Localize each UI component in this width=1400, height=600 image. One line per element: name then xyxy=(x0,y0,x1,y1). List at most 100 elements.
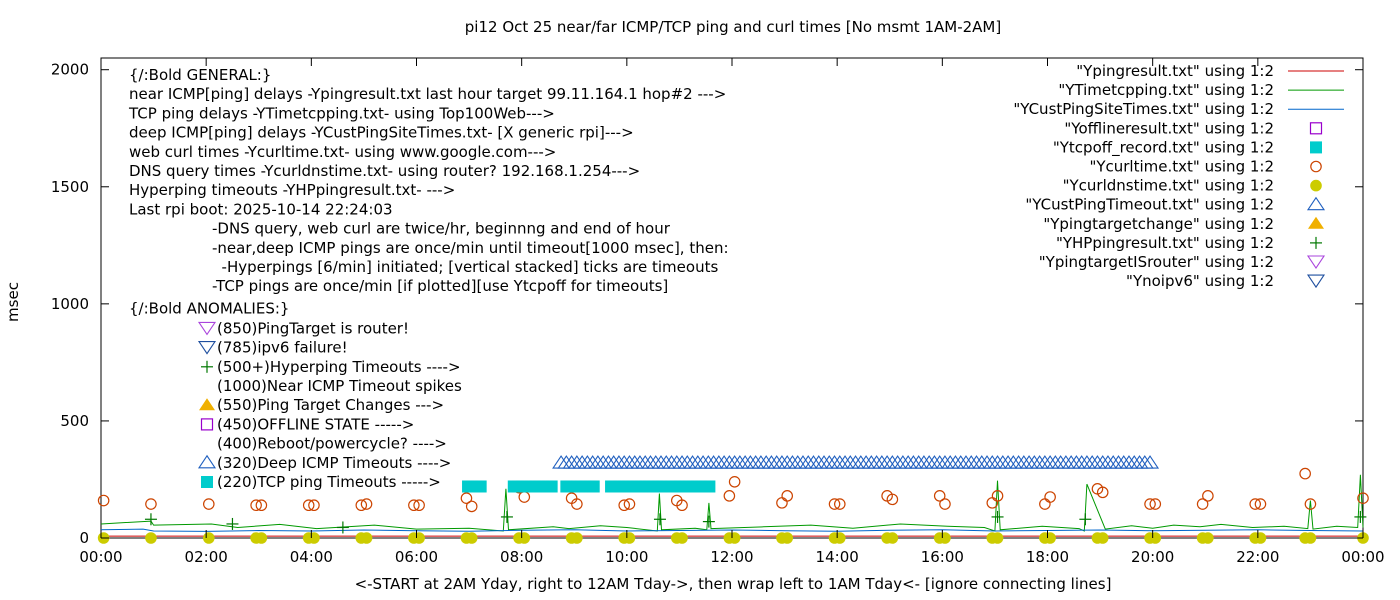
data-point xyxy=(1104,455,1123,469)
data-point xyxy=(702,515,715,528)
data-point xyxy=(972,455,991,469)
annotation-note: -TCP pings are once/min [if plotted][use… xyxy=(212,277,668,295)
x-tick-label: 08:00 xyxy=(500,548,543,566)
data-point xyxy=(1083,455,1102,469)
data-point xyxy=(878,455,897,469)
chart-title: pi12 Oct 25 near/far ICMP/TCP ping and c… xyxy=(465,18,1001,36)
data-point xyxy=(1030,455,1049,469)
data-point xyxy=(567,455,586,469)
x-tick-label: 04:00 xyxy=(290,548,333,566)
data-point xyxy=(557,455,576,469)
data-point xyxy=(828,498,841,510)
series-line xyxy=(100,528,1364,532)
data-point xyxy=(804,455,823,469)
data-point xyxy=(1044,532,1056,544)
data-point xyxy=(991,490,1004,502)
legend-symbol xyxy=(1306,274,1326,289)
anomaly-text: (785)ipv6 failure! xyxy=(217,339,348,357)
annotation-line: Hyperping timeouts -YHPpingresult.txt- -… xyxy=(129,181,455,199)
data-point xyxy=(588,455,607,469)
data-point xyxy=(1114,455,1133,469)
data-point xyxy=(1125,455,1144,469)
data-point xyxy=(615,455,634,469)
data-point xyxy=(518,532,531,544)
plot-series-layer xyxy=(97,455,1369,544)
x-tick-label: 10:00 xyxy=(605,548,648,566)
legend-label: "YpingtargetISrouter" using 1:2 xyxy=(1039,253,1274,271)
data-point xyxy=(820,455,839,469)
legend-symbol xyxy=(1310,236,1322,249)
data-point xyxy=(623,498,636,510)
annotation-line: Last rpi boot: 2025-10-14 22:24:03 xyxy=(129,200,393,218)
data-point xyxy=(962,455,981,469)
data-point xyxy=(993,455,1012,469)
data-point xyxy=(991,510,1004,523)
data-point xyxy=(715,455,734,469)
anomaly-text: (400)Reboot/powercycle? ----> xyxy=(217,435,447,453)
annotation-line: web curl times -Ycurltime.txt- using www… xyxy=(129,143,556,161)
data-point xyxy=(1299,467,1311,480)
data-point xyxy=(657,455,676,469)
data-point xyxy=(1056,455,1075,469)
data-point xyxy=(833,498,846,510)
data-point xyxy=(673,455,692,469)
data-point xyxy=(741,455,760,469)
data-point xyxy=(736,455,755,469)
data-point xyxy=(704,455,723,469)
data-point xyxy=(571,532,583,544)
data-point xyxy=(1096,486,1109,499)
data-point xyxy=(255,499,268,512)
x-tick-label: 02:00 xyxy=(185,548,228,566)
y-tick-label: 0 xyxy=(79,529,89,547)
data-point xyxy=(641,455,660,469)
data-point xyxy=(983,455,1002,469)
anomaly-text: (500+)Hyperping Timeouts ----> xyxy=(217,358,461,376)
x-tick-label: 18:00 xyxy=(1026,548,1069,566)
legend-label: "Yofflineresult.txt" using 1:2 xyxy=(1064,119,1274,137)
x-axis-label: <-START at 2AM Yday, right to 12AM Tday-… xyxy=(355,575,1112,593)
data-point xyxy=(500,510,513,523)
annotation-note: -DNS query, web curl are twice/hr, begin… xyxy=(212,220,671,238)
data-point xyxy=(583,455,602,469)
data-point xyxy=(1249,498,1262,510)
data-point xyxy=(1254,532,1267,544)
data-point xyxy=(825,455,844,469)
data-point xyxy=(1357,492,1369,504)
data-point xyxy=(935,455,954,469)
data-point xyxy=(667,455,686,469)
legend-label: "Ycurldnstime.txt" using 1:2 xyxy=(1063,177,1274,195)
data-point xyxy=(1004,455,1023,469)
data-point xyxy=(1067,455,1086,469)
data-point xyxy=(1025,455,1044,469)
y-tick-label: 500 xyxy=(60,412,89,430)
legend-symbol xyxy=(1308,216,1324,229)
data-point xyxy=(757,455,776,469)
data-point xyxy=(1304,532,1317,544)
data-point xyxy=(939,498,951,510)
anomaly-text: (320)Deep ICMP Timeouts ----> xyxy=(217,454,451,472)
data-point xyxy=(939,532,951,544)
annotation-note: -Hyperpings [6/min] initiated; [vertical… xyxy=(212,258,718,276)
data-point xyxy=(676,532,688,544)
data-point xyxy=(360,532,373,544)
data-point xyxy=(465,532,478,544)
data-point xyxy=(809,455,828,469)
annotation-line: DNS query times -Ycurldnstime.txt- using… xyxy=(129,162,640,180)
legend-symbol xyxy=(1306,255,1326,269)
y-tick-label: 1500 xyxy=(51,178,89,196)
data-point xyxy=(783,455,802,469)
data-point xyxy=(1079,513,1092,526)
data-point xyxy=(1096,532,1109,544)
data-point xyxy=(751,455,770,469)
annotation-note: -near,deep ICMP pings are once/min until… xyxy=(212,239,729,257)
data-point xyxy=(941,455,960,469)
data-point xyxy=(951,455,970,469)
data-point xyxy=(723,490,736,502)
data-point xyxy=(833,532,846,544)
legend-label: "YCustPingSiteTimes.txt" using 1:2 xyxy=(1013,100,1274,118)
annotation-line: {/:Bold GENERAL:} xyxy=(129,66,271,84)
data-point xyxy=(699,455,718,469)
data-point xyxy=(703,480,716,493)
data-point xyxy=(336,521,349,534)
legend-label: "Ynoipv6" using 1:2 xyxy=(1126,272,1274,290)
